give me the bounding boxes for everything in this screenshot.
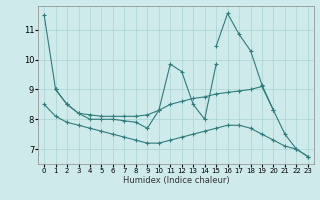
X-axis label: Humidex (Indice chaleur): Humidex (Indice chaleur) <box>123 176 229 185</box>
